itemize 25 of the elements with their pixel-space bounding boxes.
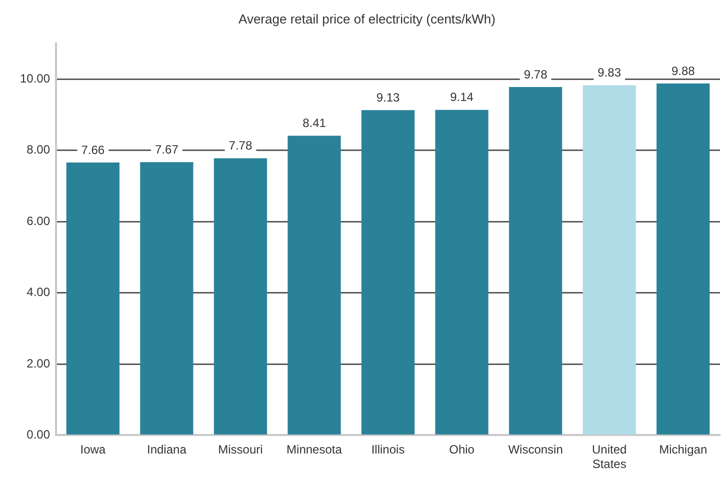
- y-tick-label: 10.00: [20, 72, 50, 86]
- data-label: 8.41: [302, 116, 326, 130]
- x-tick-label: United States: [592, 442, 627, 472]
- x-tick-label: Illinois: [371, 442, 405, 457]
- data-label: 9.13: [376, 90, 400, 104]
- x-tick-label: Indiana: [147, 442, 187, 457]
- x-tick-label: Missouri: [218, 442, 263, 457]
- x-tick-label: Minnesota: [286, 442, 342, 457]
- data-label: 9.78: [524, 67, 548, 82]
- y-tick-label: 2.00: [26, 356, 50, 370]
- data-label: 9.14: [450, 90, 474, 104]
- data-label: 7.78: [228, 138, 252, 153]
- x-tick-label: Iowa: [80, 442, 106, 457]
- y-tick-label: 0.00: [26, 428, 50, 442]
- x-tick-label: Michigan: [659, 442, 708, 457]
- chart-title: Average retail price of electricity (cents/kWh): [238, 11, 496, 26]
- x-tick-label: Wisconsin: [508, 442, 563, 457]
- y-tick-label: 8.00: [26, 142, 50, 157]
- data-label: 7.66: [81, 142, 105, 157]
- y-tick-label: 6.00: [26, 214, 50, 228]
- data-label: 7.67: [155, 142, 179, 156]
- y-tick-label: 4.00: [26, 285, 50, 300]
- data-label: 9.88: [671, 64, 696, 78]
- data-label: 9.83: [598, 66, 622, 80]
- x-tick-label: Ohio: [449, 442, 475, 457]
